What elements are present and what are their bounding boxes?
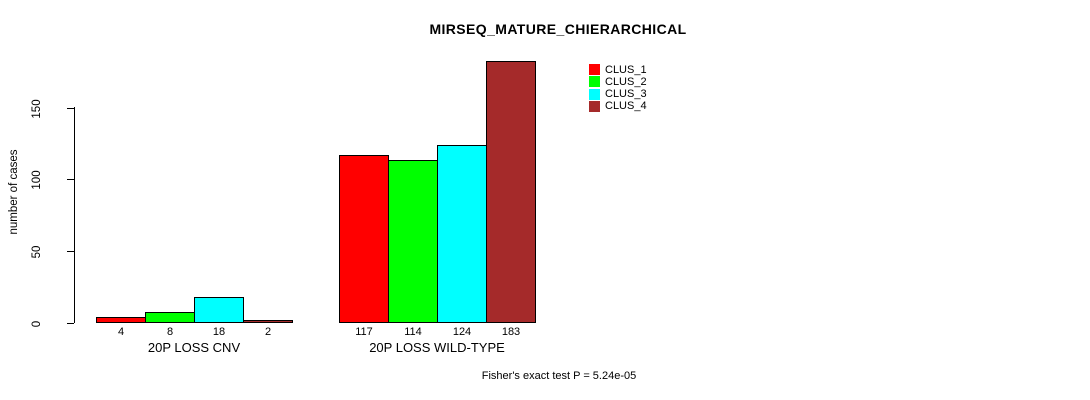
bar-value-label: 117 bbox=[355, 326, 373, 338]
bar-clus_3-cnv bbox=[194, 297, 244, 323]
legend-label: CLUS_2 bbox=[605, 75, 647, 88]
x-category-label: 20P LOSS CNV bbox=[147, 340, 241, 355]
bar-value-label: 4 bbox=[117, 326, 125, 338]
chart-title: MIRSEQ_MATURE_CHIERARCHICAL bbox=[429, 21, 687, 37]
bar-clus_1-cnv bbox=[96, 317, 146, 323]
y-tick-label: 100 bbox=[31, 169, 43, 190]
legend-swatch-clus_2 bbox=[589, 76, 600, 88]
bar-value-label: 124 bbox=[452, 326, 472, 338]
bar-value-label: 8 bbox=[166, 326, 174, 338]
bar-clus_2-wild-type bbox=[388, 160, 438, 323]
y-tick-label: 0 bbox=[31, 320, 43, 327]
bar-value-label: 183 bbox=[501, 326, 521, 338]
legend-swatch-clus_4 bbox=[589, 100, 600, 112]
bar-clus_3-wild-type bbox=[437, 145, 487, 323]
bar-clus_1-wild-type bbox=[339, 155, 389, 323]
bar-clus_4-wild-type bbox=[486, 61, 536, 323]
legend-label: CLUS_3 bbox=[605, 88, 647, 101]
legend-swatch-clus_1 bbox=[589, 64, 600, 75]
y-tick-label: 50 bbox=[31, 245, 43, 258]
y-axis-tick bbox=[67, 108, 74, 109]
bar-clus_2-cnv bbox=[145, 312, 195, 323]
bar-clus_4-cnv bbox=[243, 320, 293, 323]
y-tick-label: 150 bbox=[31, 98, 43, 119]
y-axis-line bbox=[74, 107, 75, 323]
stat-annotation: Fisher's exact test P = 5.24e-05 bbox=[481, 370, 637, 382]
y-axis-tick bbox=[67, 179, 74, 180]
y-axis-tick bbox=[67, 323, 74, 324]
y-axis-label: number of cases bbox=[8, 149, 20, 235]
bar-value-label: 18 bbox=[212, 326, 226, 338]
bar-value-label: 114 bbox=[404, 326, 422, 338]
y-axis-tick bbox=[67, 251, 74, 252]
legend-label: CLUS_1 bbox=[605, 63, 647, 76]
bar-value-label: 2 bbox=[264, 326, 272, 338]
legend-label: CLUS_4 bbox=[605, 100, 647, 113]
legend-swatch-clus_3 bbox=[589, 88, 600, 100]
x-category-label: 20P LOSS WILD-TYPE bbox=[369, 340, 505, 355]
